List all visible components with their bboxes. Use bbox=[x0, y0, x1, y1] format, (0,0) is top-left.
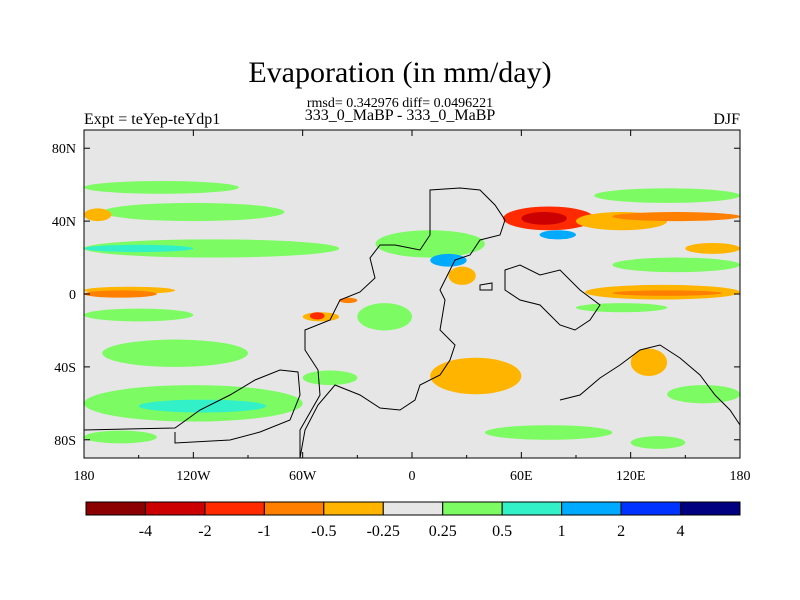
chart-subtitle: 333_0_MaBP - 333_0_MaBP bbox=[304, 107, 496, 124]
coastline-island bbox=[479, 282, 493, 291]
x-axis: 180 120W 60W 0 60E 120E 180 bbox=[74, 130, 751, 484]
anomaly-region-19 bbox=[448, 266, 476, 285]
colorbar-box-1 bbox=[144, 501, 206, 516]
colorbar-box-4 bbox=[323, 501, 384, 516]
colorbar-label-6: 0.5 bbox=[492, 523, 512, 540]
anomaly-region-12 bbox=[84, 430, 157, 444]
chart-title: Evaporation (in mm/day) bbox=[248, 56, 552, 89]
coastline-southern bbox=[83, 369, 301, 444]
plot-area bbox=[83, 129, 741, 459]
anomaly-region-0 bbox=[84, 181, 239, 194]
coastline-eurasia bbox=[504, 264, 601, 331]
anomaly-region-8 bbox=[102, 339, 248, 367]
colorbar-label-8: 2 bbox=[617, 523, 625, 540]
anomaly-region-21 bbox=[521, 212, 567, 225]
anomaly-region-35 bbox=[630, 436, 686, 449]
y-tick-label-1: 40N bbox=[52, 215, 76, 230]
anomaly-region-14 bbox=[309, 312, 325, 320]
colorbar-box-3 bbox=[263, 501, 325, 516]
y-tick-label-3: 40S bbox=[54, 361, 76, 376]
anomaly-region-24 bbox=[612, 212, 740, 222]
anomaly-region-6 bbox=[84, 290, 157, 298]
anomaly-region-2 bbox=[84, 239, 340, 258]
anomaly-region-10 bbox=[138, 399, 267, 413]
x-tick-label-6: 180 bbox=[730, 469, 751, 484]
anomaly-region-32 bbox=[630, 348, 668, 377]
colorbar: -4 -2 -1 -0.5 -0.25 0.25 0.5 1 2 4 bbox=[85, 501, 741, 540]
colorbar-box-9 bbox=[620, 501, 682, 516]
colorbar-box-10 bbox=[680, 501, 741, 516]
anomaly-region-11 bbox=[302, 370, 358, 386]
anomaly-region-3 bbox=[84, 244, 194, 253]
anomaly-region-26 bbox=[612, 257, 740, 273]
anomaly-region-33 bbox=[667, 385, 740, 404]
anomaly-region-27 bbox=[685, 242, 741, 254]
y-tick-label-2: 0 bbox=[69, 288, 76, 303]
season-label: DJF bbox=[713, 111, 740, 128]
y-tick-label-0: 80N bbox=[52, 142, 76, 157]
anomaly-region-29 bbox=[612, 290, 722, 296]
coastline-americas bbox=[299, 187, 506, 459]
colorbar-label-2: -1 bbox=[258, 523, 271, 540]
anomaly-region-4 bbox=[84, 208, 112, 222]
colorbar-box-7 bbox=[501, 501, 563, 516]
y-tick-label-4: 80S bbox=[54, 434, 76, 449]
x-tick-label-1: 120W bbox=[176, 469, 211, 484]
anomaly-region-30 bbox=[576, 303, 668, 313]
colorbar-label-1: -2 bbox=[198, 523, 211, 540]
anomaly-region-15 bbox=[339, 297, 358, 304]
colorbar-label-3: -0.5 bbox=[311, 523, 336, 540]
y-axis: 80N 40N 0 40S 80S bbox=[52, 142, 740, 449]
colorbar-box-0 bbox=[85, 501, 146, 516]
experiment-label: Expt = teYep-teYdp1 bbox=[84, 111, 221, 128]
anomaly-region-18 bbox=[430, 253, 467, 267]
anomaly-region-7 bbox=[84, 308, 194, 322]
colorbar-label-0: -4 bbox=[139, 523, 152, 540]
x-tick-label-0: 180 bbox=[74, 469, 95, 484]
colorbar-box-2 bbox=[204, 501, 265, 516]
anomaly-region-16 bbox=[357, 303, 412, 331]
anomaly-region-25 bbox=[594, 188, 740, 203]
anomaly-region-1 bbox=[102, 202, 285, 222]
anomaly-region-22 bbox=[539, 230, 576, 240]
colorbar-label-7: 1 bbox=[558, 523, 566, 540]
coastline-antarctica bbox=[559, 344, 741, 426]
colorbar-label-5: 0.25 bbox=[429, 523, 457, 540]
colorbar-box-8 bbox=[561, 501, 622, 516]
anomaly-region-31 bbox=[430, 357, 522, 395]
x-tick-label-4: 60E bbox=[510, 469, 533, 484]
anomaly-region-17 bbox=[375, 230, 485, 258]
anomaly-regions bbox=[83, 181, 741, 449]
x-tick-label-5: 120E bbox=[616, 469, 646, 484]
anomaly-region-34 bbox=[484, 425, 613, 440]
stats-line: rmsd= 0.342976 diff= 0.0496221 bbox=[306, 96, 494, 111]
colorbar-box-6 bbox=[442, 501, 503, 516]
colorbar-label-9: 4 bbox=[677, 523, 685, 540]
x-tick-label-3: 0 bbox=[409, 469, 416, 484]
coastlines bbox=[83, 187, 741, 459]
x-tick-label-2: 60W bbox=[289, 469, 317, 484]
colorbar-label-4: -0.25 bbox=[367, 523, 400, 540]
colorbar-box-5 bbox=[382, 501, 444, 516]
